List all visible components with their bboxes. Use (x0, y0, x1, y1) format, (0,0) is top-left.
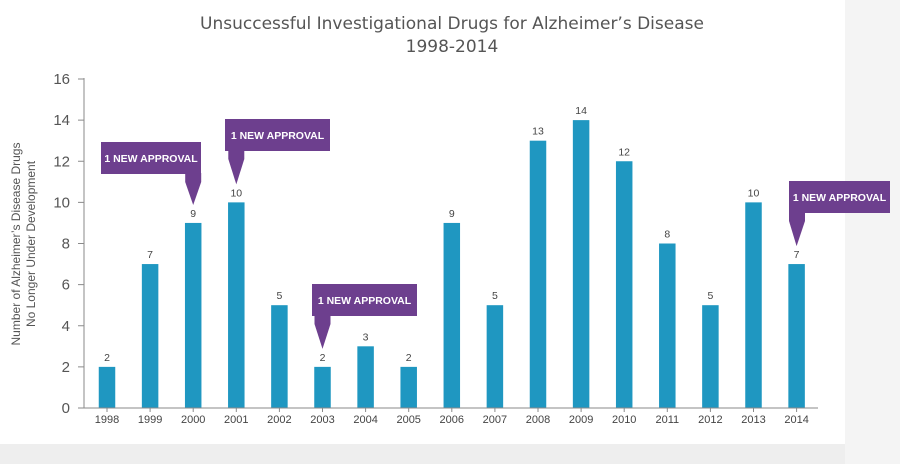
bar-2010 (615, 161, 633, 408)
data-label-2006: 9 (449, 208, 455, 220)
x-axis: 1998 1999 2000 2001 2002 2003 2004 2005 2006 2007… (84, 407, 818, 426)
x-tick-label-1998: 1998 (95, 414, 119, 426)
bars: 2 7 9 10 5 2 3 2 9 5 13 14 12 8 5 10 7 (98, 105, 805, 408)
data-label-2005: 2 (406, 352, 412, 364)
data-label-2004: 3 (363, 331, 369, 343)
data-label-1999: 7 (147, 249, 153, 261)
approval-callout-2001: 1 NEW APPROVAL (225, 119, 330, 185)
bar-2009 (572, 120, 590, 408)
y-axis: 0 2 4 6 8 10 12 14 16 (53, 71, 85, 417)
x-tick-label-2006: 2006 (440, 414, 464, 426)
y-tick-label: 10 (53, 194, 70, 211)
callout-pointer (228, 150, 245, 185)
right-margin (845, 0, 900, 464)
callout-text: 1 NEW APPROVAL (104, 153, 198, 165)
x-tick-label-2014: 2014 (784, 414, 808, 426)
x-tick-label-2007: 2007 (483, 414, 507, 426)
chart-title: Unsuccessful Investigational Drugs for A… (200, 14, 704, 34)
data-label-2014: 7 (794, 249, 800, 261)
x-tick-label-2011: 2011 (655, 414, 679, 426)
y-axis-label-line2: No Longer Under Development (24, 160, 38, 327)
y-tick-label: 6 (62, 277, 70, 294)
data-label-2000: 9 (190, 208, 196, 220)
callout-text: 1 NEW APPROVAL (793, 192, 887, 204)
callout-pointer (185, 173, 202, 205)
bar-2011 (659, 243, 676, 408)
callout-pointer (314, 315, 331, 349)
y-tick-label: 12 (53, 153, 70, 170)
y-tick-label: 0 (62, 400, 70, 417)
bar-2002 (271, 305, 288, 408)
x-tick-label-2000: 2000 (181, 414, 205, 426)
y-tick-label: 8 (62, 236, 70, 253)
x-tick-label-2005: 2005 (396, 414, 420, 426)
data-label-2012: 5 (707, 290, 713, 302)
data-label-2003: 2 (320, 352, 326, 364)
x-tick-label-2008: 2008 (526, 414, 550, 426)
bar-2005 (400, 366, 417, 408)
x-tick-label-2001: 2001 (224, 414, 248, 426)
x-tick-label-2003: 2003 (310, 414, 334, 426)
data-label-2010: 12 (618, 146, 630, 158)
y-tick-label: 2 (62, 359, 70, 376)
y-tick-label: 16 (53, 71, 70, 88)
callout-text: 1 NEW APPROVAL (318, 295, 412, 307)
data-label-2013: 10 (748, 187, 760, 199)
x-tick-label-2004: 2004 (353, 414, 377, 426)
bar-2004 (357, 346, 374, 408)
y-tick-label: 14 (53, 112, 70, 129)
callout-banner (789, 181, 890, 213)
bar-1998 (98, 366, 116, 408)
bar-2000 (184, 222, 202, 408)
callout-pointer (789, 212, 805, 247)
x-tick-label-1999: 1999 (138, 414, 162, 426)
x-tick-label-2013: 2013 (741, 414, 765, 426)
data-label-2008: 13 (532, 126, 544, 138)
x-tick-label-2010: 2010 (612, 414, 636, 426)
bar-2014 (788, 264, 805, 408)
callout-banner (225, 119, 330, 151)
bar-2012 (702, 305, 719, 408)
x-tick-label-2012: 2012 (698, 414, 722, 426)
data-label-2001: 10 (230, 187, 242, 199)
bar-2003 (314, 366, 331, 408)
callout-banner (101, 142, 201, 174)
data-label-1998: 2 (104, 352, 110, 364)
bar-1999 (141, 264, 159, 408)
bar-2001 (228, 202, 245, 408)
approval-callout-2000: 1 NEW APPROVAL (101, 142, 202, 205)
approval-callouts: 1 NEW APPROVAL 1 NEW APPROVAL 1 NEW APPROV… (101, 119, 890, 349)
data-label-2002: 5 (276, 290, 282, 302)
callout-text: 1 NEW APPROVAL (231, 130, 325, 142)
y-axis-label-line1: Number of Alzheimer’s Disease Drugs (9, 143, 23, 346)
bar-2008 (529, 140, 547, 408)
bar-2007 (486, 305, 504, 408)
x-tick-label-2002: 2002 (267, 414, 291, 426)
data-label-2007: 5 (492, 290, 498, 302)
approval-callout-2014: 1 NEW APPROVAL (789, 181, 890, 247)
y-tick-label: 4 (62, 318, 70, 335)
bar-2006 (443, 222, 461, 408)
bar-2013 (745, 202, 762, 408)
bottom-margin (0, 444, 900, 464)
data-label-2009: 14 (575, 105, 587, 117)
x-tick-label-2009: 2009 (569, 414, 593, 426)
approval-callout-2003: 1 NEW APPROVAL (312, 284, 417, 349)
callout-banner (312, 284, 417, 316)
chart-subtitle: 1998-2014 (406, 37, 499, 57)
data-label-2011: 8 (664, 229, 670, 241)
